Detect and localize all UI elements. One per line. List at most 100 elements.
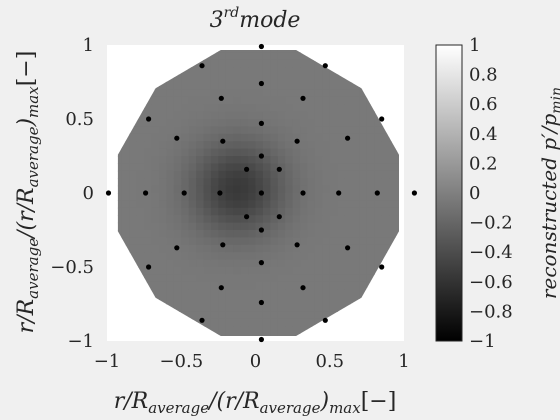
field-cell [285,341,293,349]
field-cell [100,163,108,171]
field-cell [262,281,271,290]
field-cell [285,281,294,290]
field-cell [404,38,412,46]
field-cell [337,215,346,224]
sensor-point [220,242,226,248]
field-cell [166,244,175,253]
field-cell [322,141,331,150]
field-cell [188,252,197,261]
field-cell [329,82,338,90]
field-cell [277,318,286,327]
field-cell [366,170,375,179]
field-cell [218,38,226,46]
field-cell [159,274,167,283]
field-cell [248,185,257,194]
field-cell [136,259,145,268]
field-cell [181,237,190,246]
field-cell [188,67,197,76]
field-cell [255,230,264,238]
field-cell [285,82,294,90]
field-cell [292,252,301,261]
field-cell [300,318,309,327]
field-cell [166,96,175,105]
field-cell [262,252,271,261]
field-cell [314,141,323,150]
field-cell [285,163,294,172]
field-cell [307,178,316,187]
field-cell [188,281,197,290]
sensor-point [105,190,112,196]
colorbar-tick-label: 0.2 [469,153,498,174]
field-cell [240,237,249,246]
field-cell [344,185,353,194]
field-cell [314,156,323,164]
field-cell [203,185,212,194]
field-cell [144,141,153,150]
field-cell [352,38,360,46]
field-cell [226,38,234,46]
field-cell [107,38,115,46]
field-cell [270,289,279,298]
field-cell [144,185,153,194]
field-cell [314,215,323,224]
field-cell [240,163,249,172]
field-cell [225,178,234,187]
field-cell [203,304,212,312]
field-cell [181,193,190,201]
field-cell [404,178,412,186]
field-cell [218,67,227,76]
sensor-point [294,138,300,144]
field-cell [381,178,390,187]
field-cell [218,304,227,312]
y-tick-label: 0.5 [65,109,94,130]
field-cell [337,193,346,201]
field-cell [322,156,331,164]
field-cell [136,119,145,127]
field-cell [188,200,197,209]
sensor-point [146,264,152,270]
colorbar-tick-label: −0.2 [469,213,513,234]
field-cell [352,215,360,224]
field-cell [240,222,249,231]
colorbar-tick-label: −1 [469,331,496,352]
sensor-point [345,135,351,141]
field-cell [277,185,286,194]
sensor-point [258,260,264,266]
field-cell [136,126,145,135]
field-cell [314,119,323,127]
field-cell [292,52,301,61]
field-cell [210,200,219,209]
field-cell [144,200,153,209]
field-cell [100,274,108,282]
field-cell [307,259,316,268]
field-cell [285,96,294,105]
field-cell [240,311,249,320]
field-cell [210,237,219,246]
field-cell [359,156,368,164]
field-cell [100,252,108,260]
field-cell [344,148,353,157]
field-cell [329,267,338,275]
field-cell [233,170,242,179]
field-cell [181,304,190,312]
field-cell [159,119,167,127]
field-cell [314,296,323,305]
field-cell [225,133,234,142]
field-cell [359,289,368,298]
field-cell [329,274,338,283]
field-cell [307,318,316,327]
field-cell [374,230,383,238]
field-cell [159,133,167,142]
field-cell [248,119,257,127]
field-cell [188,222,197,231]
field-cell [359,252,368,261]
field-cell [307,126,316,135]
field-cell [374,185,383,194]
field-cell [389,178,398,187]
field-cell [300,222,309,231]
field-cell [255,163,264,172]
field-cell [285,207,294,216]
field-cell [270,133,279,142]
field-cell [314,222,323,231]
field-cell [292,96,301,105]
